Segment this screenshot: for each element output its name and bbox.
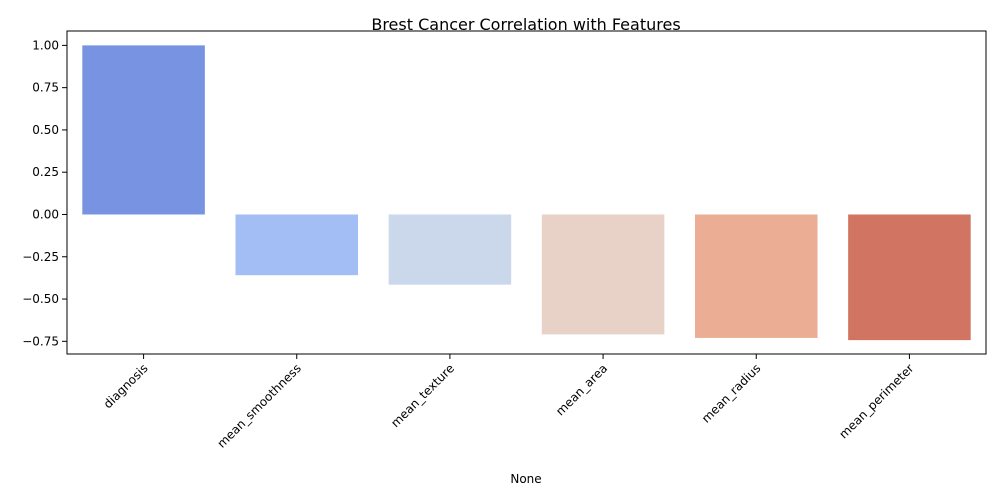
bars-layer [82,45,971,341]
x-tick-label: mean_radius [699,361,763,425]
y-tick-label: 0.50 [32,123,59,137]
x-tick-label: diagnosis [101,361,151,411]
chart-title: Brest Cancer Correlation with Features [371,15,680,34]
x-tick-label: mean_smoothness [214,361,303,450]
x-axis: diagnosis mean_smoothness mean_texture mean… [101,354,917,451]
plot-frame [66,30,987,355]
y-tick-label: 0.25 [32,165,59,179]
bar-mean-smoothness [235,214,359,276]
x-tick-label: mean_area [553,361,610,418]
bar-mean-perimeter [848,214,971,341]
x-tick-label: mean_perimeter [836,361,916,441]
x-tick-label: mean_texture [388,361,457,430]
y-tick-label: −0.75 [22,334,59,348]
y-tick-label: 1.00 [32,38,59,52]
bar-mean-area [541,214,665,335]
bar-mean-radius [694,214,818,338]
y-tick-label: 0.00 [32,207,59,221]
x-axis-label: None [510,472,541,486]
bar-mean-texture [388,214,512,285]
y-axis: −0.75 −0.50 −0.25 0.00 0.25 0.50 0.75 1.00 [22,38,67,348]
y-tick-label: −0.25 [22,250,59,264]
bar-diagnosis [82,45,205,215]
y-tick-label: 0.75 [32,81,59,95]
y-tick-label: −0.50 [22,292,59,306]
